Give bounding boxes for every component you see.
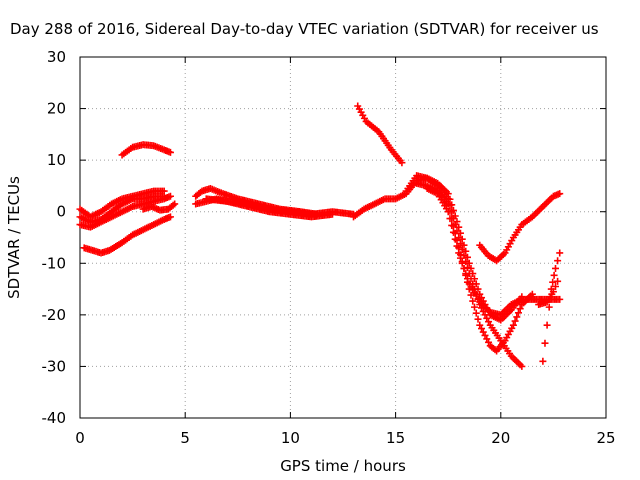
data-point [539, 357, 547, 365]
y-tick-label: 0 [56, 203, 66, 221]
data-point [449, 228, 457, 236]
data-point [556, 249, 564, 257]
data-point [549, 288, 557, 296]
series-track-6 [139, 200, 179, 214]
data-point [467, 264, 475, 272]
data-point [444, 208, 452, 216]
data-point [513, 313, 521, 321]
data-point [166, 148, 174, 156]
series-track-4 [80, 213, 174, 257]
data-point [451, 235, 459, 243]
y-tick-label: 10 [47, 151, 66, 169]
data-point [511, 317, 519, 325]
data-series [76, 102, 564, 370]
chart-title: Day 288 of 2016, Sidereal Day-to-day VTE… [10, 20, 599, 38]
data-point [509, 321, 517, 329]
x-tick-label: 15 [386, 429, 405, 447]
data-point [463, 253, 471, 261]
data-point [455, 223, 463, 231]
series-track-5 [118, 141, 174, 159]
data-point [528, 290, 536, 298]
data-point [171, 200, 179, 208]
x-tick-labels: 0 5 10 15 20 25 [75, 429, 615, 447]
x-tick-label: 25 [596, 429, 615, 447]
data-point [448, 221, 456, 229]
data-point [516, 305, 524, 313]
data-point [444, 200, 452, 208]
x-tick-label: 5 [180, 429, 190, 447]
data-point [458, 235, 466, 243]
x-tick-label: 0 [75, 429, 85, 447]
data-point [463, 264, 471, 272]
data-point [460, 264, 468, 272]
y-tick-label: 30 [47, 48, 66, 66]
data-point [460, 252, 468, 260]
data-point [549, 278, 557, 286]
data-point [552, 282, 560, 290]
data-point [556, 295, 564, 303]
data-point [455, 249, 463, 257]
series-track-14 [423, 185, 564, 319]
data-point [545, 303, 553, 311]
data-point [453, 242, 461, 250]
y-tick-labels: -40 -30 -20 -10 0 10 20 30 [42, 48, 67, 427]
data-point [458, 246, 466, 254]
data-point [166, 213, 174, 221]
y-tick-label: 20 [47, 100, 66, 118]
y-tick-label: -20 [42, 306, 67, 324]
y-axis-label: SDTVAR / TECUs [5, 176, 23, 299]
data-point [541, 339, 549, 347]
data-point [554, 257, 562, 265]
data-point [460, 241, 468, 249]
y-tick-label: -30 [42, 357, 67, 375]
series-track-17 [535, 277, 562, 309]
series-track-3 [76, 192, 174, 231]
data-point [471, 303, 478, 311]
data-point [472, 309, 480, 317]
data-point [543, 321, 551, 329]
data-point [552, 264, 560, 272]
series-track-16 [539, 249, 564, 365]
data-point [456, 254, 464, 262]
data-point [467, 291, 475, 299]
data-point [550, 271, 558, 279]
data-point [469, 297, 477, 305]
data-point [446, 215, 454, 223]
data-point [166, 192, 174, 200]
data-point [462, 247, 470, 255]
data-point [456, 240, 464, 248]
x-axis-label: GPS time / hours [280, 457, 406, 475]
grid [80, 57, 606, 418]
data-point [462, 270, 470, 278]
x-tick-label: 20 [491, 429, 510, 447]
data-point [518, 362, 526, 370]
data-point [554, 277, 562, 285]
data-point [458, 259, 466, 267]
data-point [463, 275, 471, 283]
data-point [465, 259, 473, 267]
data-point [514, 309, 522, 317]
y-tick-label: -40 [42, 409, 67, 427]
series-track-9 [202, 195, 358, 218]
series-track-10 [354, 102, 406, 167]
data-point [474, 315, 482, 323]
x-tick-label: 10 [281, 429, 300, 447]
data-point [556, 190, 564, 198]
y-tick-label: -10 [42, 254, 67, 272]
series-track-15 [476, 190, 564, 265]
plot-frame [79, 56, 607, 419]
data-point [398, 159, 406, 167]
